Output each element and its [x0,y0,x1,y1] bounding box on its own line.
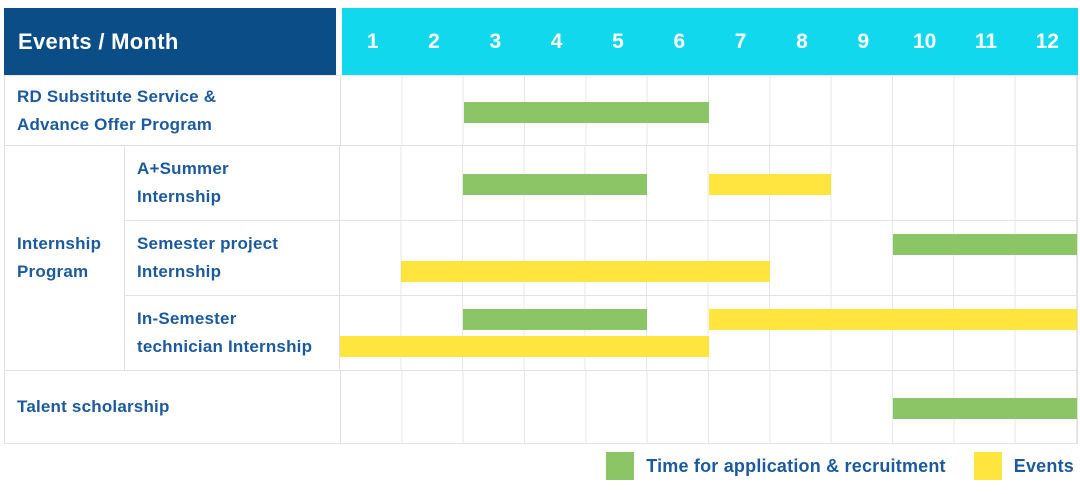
row-label-rd-substitute: RD Substitute Service & Advance Offer Pr… [5,76,341,145]
month-header-strip: 1 2 3 4 5 6 7 8 9 10 11 12 [342,8,1078,75]
month-header-4: 4 [550,29,563,53]
timeline-talent-scholarship [341,371,1077,443]
table-row: RD Substitute Service & Advance Offer Pr… [5,76,1077,146]
row-label-a-plus-summer: A+Summer Internship [125,146,340,220]
timeline-rd-substitute [341,76,1077,145]
bar-summer-application [462,174,648,195]
month-header-6: 6 [673,29,686,53]
month-header-5: 5 [612,29,624,53]
month-header-8: 8 [796,29,808,53]
table-row: In-Semester technician Internship [125,296,1077,370]
month-header-12: 12 [1035,29,1059,53]
row-label-talent-scholarship: Talent scholarship [5,371,341,443]
events-month-title: Events / Month [18,28,179,54]
month-header-9: 9 [857,29,870,53]
timeline-a-plus-summer [340,146,1077,220]
events-month-header-cell: Events / Month [4,8,336,75]
table-row: Talent scholarship [5,371,1077,443]
month-header-7: 7 [734,29,747,53]
group-label-internship-program: Internship Program [5,146,125,370]
table-header-row: Events / Month 1 2 3 4 5 6 7 8 9 10 11 1… [4,8,1078,75]
month-header-3: 3 [489,29,502,53]
legend-application-swatch [606,452,635,480]
internship-program-group: Internship Program A+Summer Internship S… [5,146,1077,371]
month-header-11: 11 [974,29,998,53]
bar-talent-application [893,398,1077,419]
legend-events-label: Events [1013,455,1074,476]
month-header-2: 2 [428,29,440,53]
bar-semester-application [892,234,1077,255]
bar-insemester-event-late [708,309,1077,330]
bar-rd-application [463,101,709,123]
bar-semester-event [401,261,770,282]
events-table: Events / Month 1 2 3 4 5 6 7 8 9 10 11 1… [4,8,1078,444]
timeline-semester-project [340,221,1077,295]
bar-summer-event [708,174,832,195]
row-label-in-semester-technician: In-Semester technician Internship [125,296,340,370]
legend: Time for application & recruitment Event… [606,452,1074,480]
table-row: Semester project Internship [125,221,1077,296]
timeline-in-semester-technician [340,296,1077,370]
legend-application-label: Time for application & recruitment [646,455,946,476]
legend-events-swatch [973,452,1002,480]
month-header-10: 10 [912,29,937,53]
header-gap [336,8,342,75]
table-row: A+Summer Internship [125,146,1077,221]
bar-insemester-event-early [340,336,709,357]
month-header-1: 1 [366,29,379,53]
row-label-semester-project: Semester project Internship [125,221,340,295]
internship-subrows: A+Summer Internship Semester project Int… [125,146,1077,370]
table-body: RD Substitute Service & Advance Offer Pr… [4,75,1078,444]
bar-insemester-application [462,309,648,330]
